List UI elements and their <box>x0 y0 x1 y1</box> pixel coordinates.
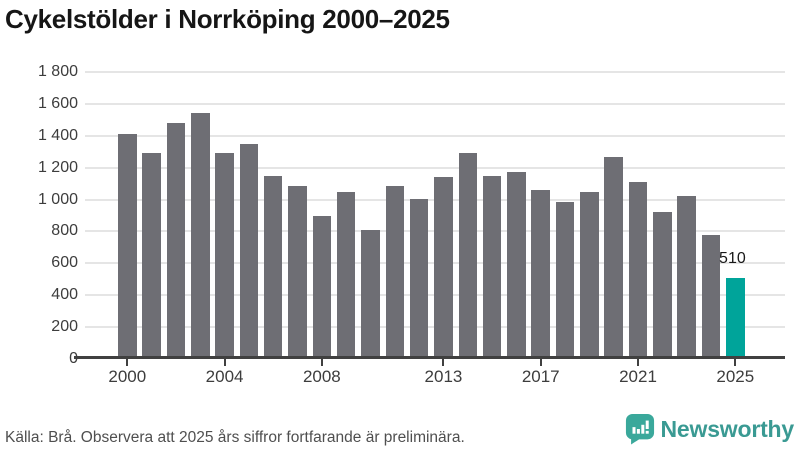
newsworthy-wordmark: Newsworthy <box>660 415 795 442</box>
bar-2023 <box>677 196 696 359</box>
bar-2010 <box>361 229 380 359</box>
bar-2025 <box>726 277 745 359</box>
bar-2015 <box>482 176 502 359</box>
gridline-1800 <box>85 71 785 73</box>
x-tick-label-2000: 2000 <box>108 367 147 386</box>
bar-2002 <box>166 123 186 359</box>
plot-area: 510 <box>85 71 785 359</box>
bar-2009 <box>336 191 356 359</box>
bar-2018 <box>555 201 575 359</box>
y-tick-label-200: 200 <box>51 318 78 336</box>
y-tick-label-1800: 1 800 <box>37 63 78 80</box>
bar-2008 <box>312 215 332 359</box>
y-tick-label-1400: 1 400 <box>37 126 78 144</box>
bar-2021 <box>628 182 648 359</box>
bar-2022 <box>653 212 672 359</box>
y-tick-label-800: 800 <box>51 222 78 240</box>
gridline-1200 <box>85 166 785 169</box>
bar-2004 <box>215 153 234 359</box>
y-tick-label-0: 0 <box>0 349 78 369</box>
x-tick-label-2025: 2025 <box>716 367 755 386</box>
bar-2003 <box>191 112 210 359</box>
x-axis-line <box>74 356 785 359</box>
bar-2005 <box>239 143 259 359</box>
gridline-1600 <box>85 102 785 105</box>
x-tick-label-2004: 2004 <box>205 367 244 386</box>
y-axis-labels: 0 200 400 600 800 1 000 1 200 1 400 1 600 1 800 <box>0 0 78 450</box>
bar-2011 <box>385 186 405 359</box>
bar-2024 <box>701 235 721 359</box>
x-tick-2004 <box>223 359 226 366</box>
gridline-1400 <box>85 134 785 137</box>
bar-2017 <box>531 190 550 359</box>
x-tick-label-2021: 2021 <box>619 367 657 386</box>
y-tick-label-1200: 1 200 <box>37 158 78 176</box>
bar-2020 <box>604 156 623 359</box>
bar-2016 <box>507 171 526 359</box>
y-tick-label-400: 400 <box>51 286 78 304</box>
bar-2000 <box>118 134 137 359</box>
x-tick-2021 <box>637 359 640 366</box>
source-note: Källa: Brå. Observera att 2025 års siffr… <box>5 429 465 446</box>
x-tick-2000 <box>126 359 129 366</box>
y-tick-label-1000: 1 000 <box>37 190 78 208</box>
y-tick-label-600: 600 <box>51 254 78 272</box>
x-tick-label-2013: 2013 <box>424 367 463 386</box>
x-tick-2013 <box>442 359 445 366</box>
x-tick-label-2008: 2008 <box>302 367 341 386</box>
x-tick-label-2017: 2017 <box>521 367 560 386</box>
x-tick-2025 <box>734 359 737 366</box>
bar-2001 <box>142 153 161 359</box>
newsworthy-logo: Newsworthy <box>625 413 794 445</box>
bar-2014 <box>458 153 478 359</box>
x-tick-2008 <box>320 359 323 366</box>
bar-2006 <box>263 175 283 359</box>
bar-2007 <box>288 186 307 359</box>
newsworthy-speech-bubble-bar-chart-icon <box>625 414 654 445</box>
bar-2012 <box>409 198 429 359</box>
chart-title: Cykelstölder i Norrköping 2000–2025 <box>5 4 450 34</box>
x-tick-2017 <box>539 359 542 366</box>
y-tick-label-1600: 1 600 <box>37 94 78 112</box>
bar-2019 <box>580 192 599 359</box>
bar-2013 <box>434 177 453 359</box>
data-label-2025: 510 <box>719 249 746 267</box>
